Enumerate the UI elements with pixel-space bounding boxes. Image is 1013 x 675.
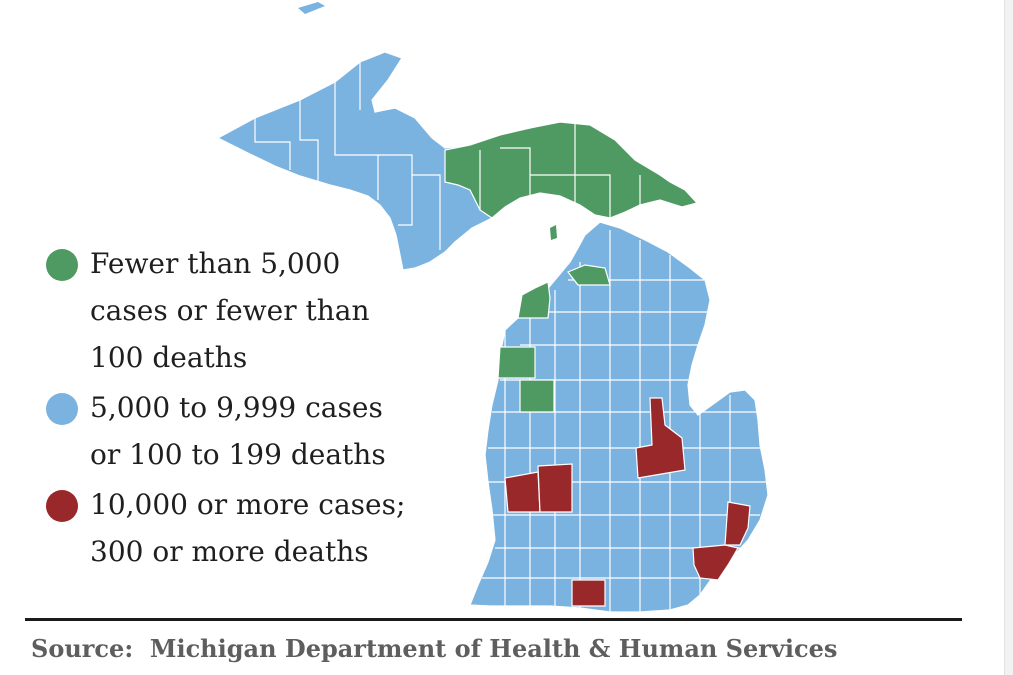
island <box>298 2 325 14</box>
county-green-leelanau <box>517 281 551 319</box>
up-county-lines <box>254 62 641 250</box>
blue-circle-icon <box>46 393 78 425</box>
county-red-macomb <box>724 501 751 546</box>
legend-label: Fewer than 5,000 cases or fewer than 100… <box>90 247 370 374</box>
county-green-mason <box>497 346 536 379</box>
county-green-newaygo <box>519 379 555 413</box>
green-circle-icon <box>46 249 78 281</box>
source-credit: Source: Michigan Department of Health & … <box>31 634 838 663</box>
county-red-saginaw <box>635 397 686 479</box>
legend-label: 10,000 or more cases; 300 or more deaths <box>90 488 406 568</box>
divider <box>25 618 962 621</box>
county-red-ottawa <box>504 471 541 513</box>
red-circle-icon <box>46 490 78 522</box>
page-edge <box>1004 0 1013 675</box>
county-green-eastern-up <box>444 121 699 219</box>
county-red-wayne <box>692 544 739 581</box>
legend-item-green: Fewer than 5,000 cases or fewer than 100… <box>42 240 422 381</box>
lp-county-lines <box>482 230 768 612</box>
county-red-st-joseph <box>571 579 606 607</box>
legend-item-red: 10,000 or more cases; 300 or more deaths <box>42 481 422 575</box>
county-green-grand-traverse <box>567 264 611 286</box>
county-red-kent <box>537 463 573 513</box>
legend-label: 5,000 to 9,999 cases or 100 to 199 death… <box>90 391 386 471</box>
county-green-small <box>550 225 557 240</box>
map-legend: Fewer than 5,000 cases or fewer than 100… <box>42 240 422 578</box>
legend-item-blue: 5,000 to 9,999 cases or 100 to 199 death… <box>42 384 422 478</box>
